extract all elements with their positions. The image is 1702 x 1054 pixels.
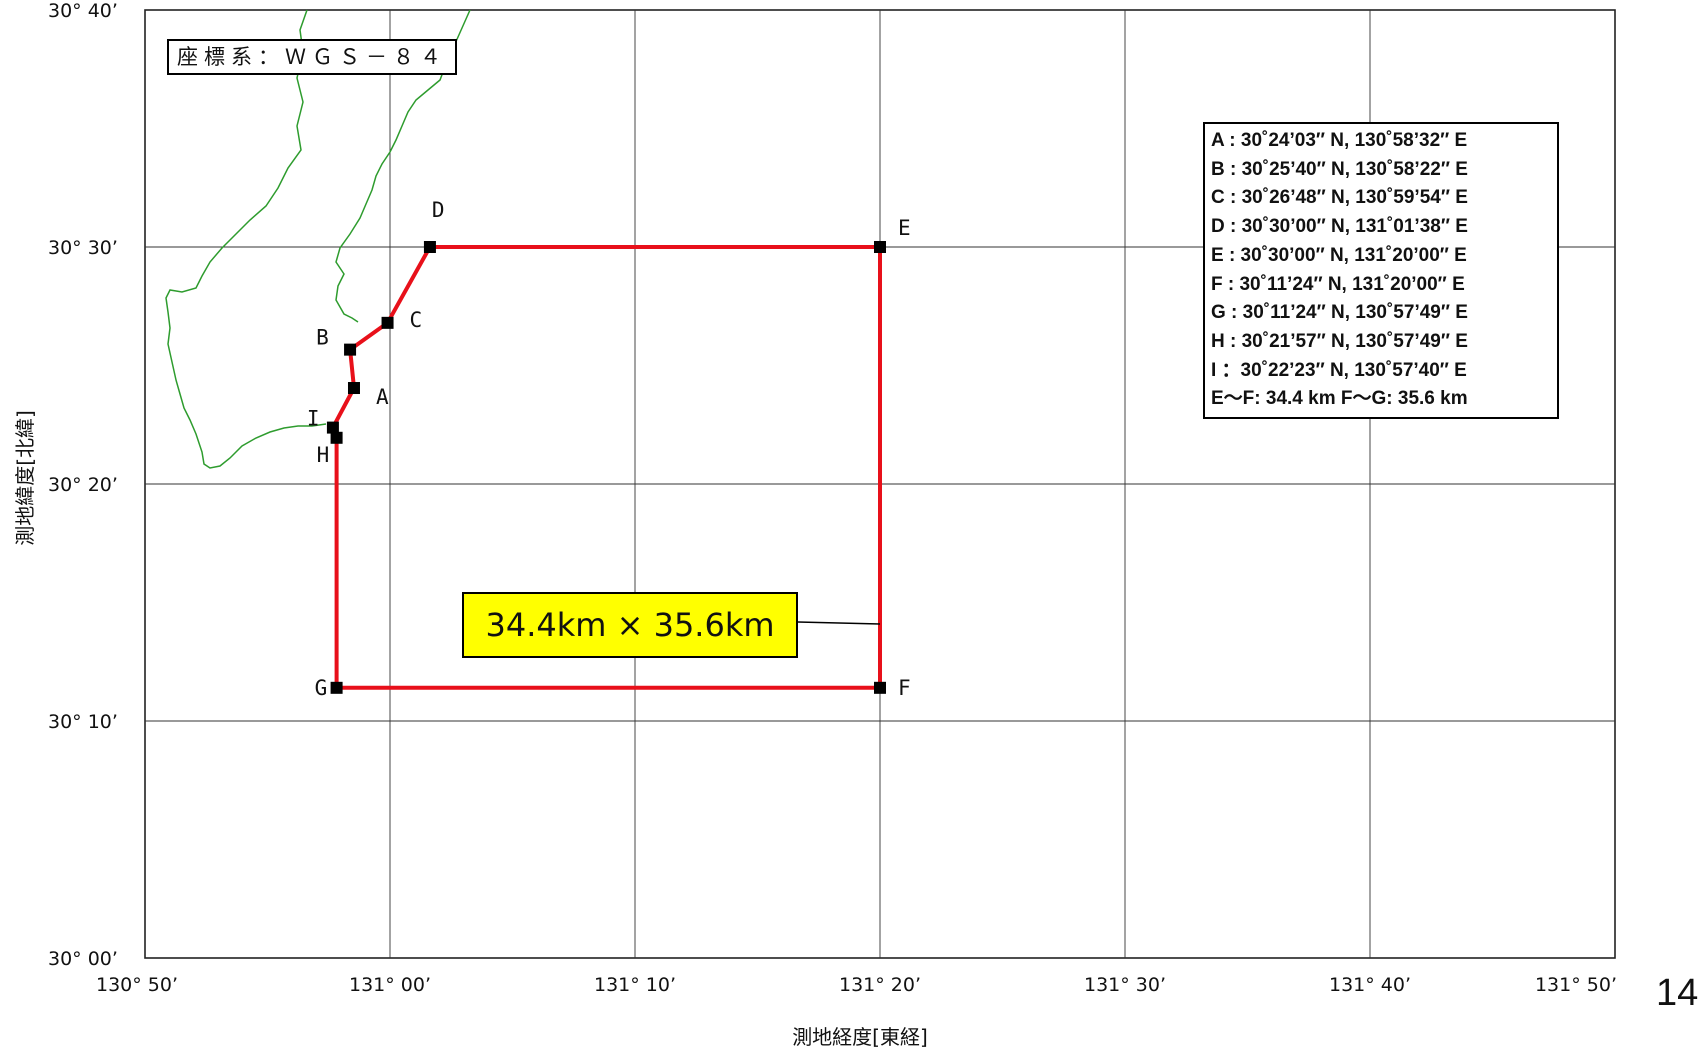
latitude-tick-label: 30° 20’: [48, 474, 118, 496]
longitude-tick-label: 131° 50’: [1535, 974, 1617, 996]
vertex-label-f: F: [898, 676, 911, 700]
latitude-tick-label: 30° 00’: [48, 948, 118, 970]
legend-row: F : 30˚11’24″ N, 131˚20’00″ E: [1211, 273, 1465, 295]
vertex-label-a: A: [376, 385, 389, 409]
vertex-label-d: D: [432, 198, 445, 222]
page-number: 14: [1656, 972, 1699, 1014]
peninsula-coastline: [335, 9, 471, 323]
legend-row: I ：30˚22’23″ N, 130˚57’40″ E: [1211, 359, 1467, 381]
vertex-label-b: B: [316, 326, 329, 350]
longitude-tick-label: 131° 20’: [839, 974, 921, 996]
boundary-line: [331, 245, 882, 690]
legend-row: B : 30˚25’40″ N, 130˚58’22″ E: [1211, 158, 1468, 180]
x-axis-title: 測地経度[東経]: [792, 1025, 928, 1049]
vertex-marker-h: [330, 431, 343, 444]
longitude-tick-label: 131° 10’: [594, 974, 676, 996]
vertex-markers: A B C D E F G HI: [307, 198, 911, 700]
vertex-marker-g: [330, 681, 343, 694]
legend-row: E : 30˚30’00″ N, 131˚20’00″ E: [1211, 244, 1467, 266]
legend-row: C : 30˚26’48″ N, 130˚59’54″ E: [1211, 187, 1468, 209]
vertex-marker-d: [423, 241, 436, 253]
longitude-tick-label: 131° 00’: [349, 974, 431, 996]
crs-label: 座標系：ＷＧＳ－８４: [167, 39, 457, 75]
legend-row: H : 30˚21’57″ N, 130˚57’49″ E: [1211, 330, 1468, 352]
longitude-tick-label: 131° 30’: [1084, 974, 1166, 996]
mainland-coastline: [165, 9, 327, 469]
vertex-label-h: H: [317, 443, 330, 467]
y-axis-title: 測地緯度[北緯]: [13, 410, 37, 546]
vertex-marker-e: [874, 241, 886, 253]
latitude-tick-label: 30° 30’: [48, 237, 118, 259]
coordinate-legend: A : 30˚24’03″ N, 130˚58’32″ E B : 30˚25’4…: [1203, 122, 1559, 420]
vertex-marker-b: [344, 343, 357, 356]
vertex-label-g: G: [315, 676, 328, 700]
axis-tick-labels: 30° 40’ 30° 30’ 30° 20’ 30° 10’ 30° 00’ 130° …: [48, 0, 1617, 996]
vertex-marker-a: [347, 382, 360, 395]
legend-row: G : 30˚11’24″ N, 130˚57’49″ E: [1211, 302, 1468, 324]
vertex-marker-c: [381, 316, 394, 329]
longitude-tick-label: 131° 40’: [1329, 974, 1411, 996]
longitude-tick-label: 130° 50’: [96, 974, 178, 996]
vertex-marker-i: [326, 421, 339, 434]
latitude-tick-label: 30° 10’: [48, 711, 118, 733]
legend-row: A : 30˚24’03″ N, 130˚58’32″ E: [1211, 130, 1468, 151]
coastline: [165, 9, 471, 469]
area-size-label: 34.4km × 35.6km: [462, 592, 798, 658]
latitude-tick-label: 30° 40’: [48, 0, 118, 22]
survey-area-boundary: [331, 245, 882, 690]
vertex-label-c: C: [410, 308, 423, 332]
legend-row: E～F: 34.4 km F～G: 35.6 km: [1211, 388, 1468, 410]
dim-leader-line: [797, 621, 881, 625]
vertex-label-i: I: [307, 407, 320, 431]
vertex-label-e: E: [898, 216, 911, 240]
legend-row: D : 30˚30’00″ N, 131˚01’38″ E: [1211, 216, 1468, 238]
vertex-marker-f: [874, 681, 886, 694]
